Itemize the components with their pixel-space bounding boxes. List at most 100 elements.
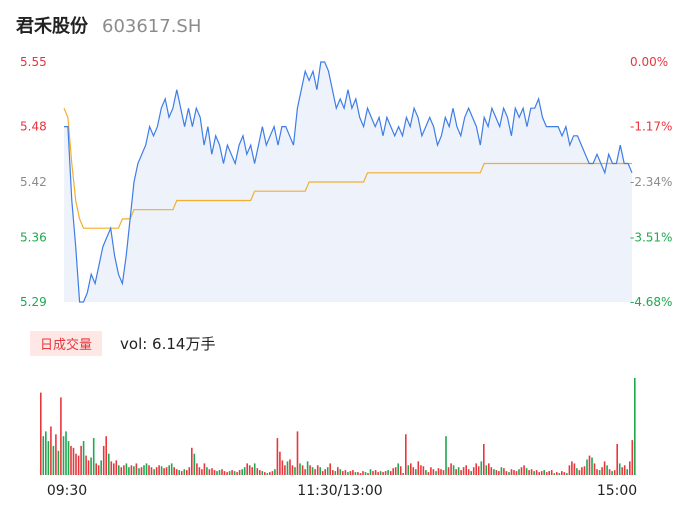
volume-bar <box>510 469 513 475</box>
volume-bar <box>241 469 243 475</box>
volume-bar <box>452 465 455 475</box>
volume-bar <box>528 470 530 475</box>
volume-bar <box>545 472 548 475</box>
volume-bar <box>472 467 475 475</box>
volume-bar <box>342 471 344 475</box>
volume-bar <box>445 436 447 475</box>
volume-bar <box>198 467 201 475</box>
pct-tick-label: -4.68% <box>630 295 672 309</box>
volume-bar <box>208 469 211 475</box>
volume-bar <box>72 447 75 475</box>
volume-bar <box>467 469 470 475</box>
volume-bar <box>251 467 253 475</box>
volume-bar <box>389 471 392 475</box>
volume-bar <box>248 465 251 475</box>
volume-bar <box>206 467 208 475</box>
volume-bar <box>90 457 92 475</box>
volume-bar <box>191 447 193 475</box>
volume-bar <box>60 397 62 475</box>
volume-bar <box>568 465 571 475</box>
volume-bar <box>533 471 535 475</box>
volume-bar <box>608 469 611 475</box>
volume-bar <box>92 438 95 475</box>
volume-bar <box>357 472 359 475</box>
time-axis: 09:30 11:30/13:00 15:00 <box>47 483 637 499</box>
volume-bar <box>535 470 538 475</box>
volume-bar <box>123 465 125 475</box>
volume-bar <box>387 470 389 475</box>
volume-bar <box>493 469 495 475</box>
volume-bar <box>160 466 163 475</box>
volume-bar <box>447 467 450 475</box>
volume-bar <box>515 471 518 475</box>
volume-bar <box>513 470 515 475</box>
volume-bar <box>118 465 120 475</box>
volume-bar <box>40 392 42 476</box>
volume-bar <box>289 459 291 475</box>
volume-bar <box>226 472 228 475</box>
volume-bar <box>354 472 357 475</box>
volume-panel <box>40 378 636 476</box>
volume-bar <box>631 440 634 475</box>
volume-bar <box>372 471 374 475</box>
volume-bar <box>349 471 352 475</box>
volume-bar <box>301 465 304 475</box>
pct-tick-label: -1.17% <box>630 120 672 134</box>
volume-bar <box>352 470 354 475</box>
volume-bar <box>427 472 430 475</box>
volume-bar <box>407 465 410 475</box>
volume-bar <box>425 470 427 475</box>
volume-bar <box>374 470 377 475</box>
volume-bar <box>180 471 183 475</box>
volume-bar <box>231 470 233 475</box>
volume-bar <box>77 455 80 475</box>
volume-bar <box>216 471 218 475</box>
price-tick-label: 5.48 <box>20 120 47 134</box>
volume-bar <box>520 467 523 475</box>
volume-bar <box>525 468 528 475</box>
volume-bar <box>548 471 550 475</box>
volume-bar <box>203 463 206 475</box>
volume-bar <box>462 467 465 475</box>
volume-bar <box>133 466 135 475</box>
volume-bar <box>523 465 525 475</box>
volume-bar <box>561 471 563 475</box>
volume-bar <box>143 465 145 475</box>
volume-label: vol: 6.14万手 <box>120 334 216 353</box>
avg-price-line <box>63 107 632 229</box>
volume-bar <box>70 445 72 475</box>
volume-bar <box>113 463 115 475</box>
volume-bar <box>271 471 274 475</box>
volume-bar <box>173 467 175 475</box>
volume-bar <box>364 472 367 475</box>
volume-bar <box>367 473 369 475</box>
volume-bar <box>420 465 422 475</box>
volume-bar <box>188 467 191 475</box>
volume-bar <box>266 473 269 475</box>
volume-bar <box>296 431 299 475</box>
volume-bar <box>52 445 55 475</box>
volume-bar <box>332 470 334 475</box>
volume-bar <box>261 471 264 475</box>
volume-bar <box>344 470 347 475</box>
volume-bar <box>483 444 485 475</box>
volume-bar <box>170 463 173 475</box>
volume-bar <box>508 472 510 475</box>
volume-bar <box>475 463 477 475</box>
volume-bar <box>598 470 601 475</box>
volume-bar <box>606 465 608 475</box>
volume-bar <box>470 471 472 475</box>
volume-bar <box>299 463 301 475</box>
volume-bar <box>120 467 123 475</box>
volume-bar <box>311 467 314 475</box>
volume-bar <box>294 467 296 475</box>
volume-bar <box>369 469 372 475</box>
pct-tick-label: 0.00% <box>630 55 668 69</box>
volume-bar <box>125 463 128 475</box>
volume-bar <box>65 431 67 475</box>
volume-bar <box>155 467 158 475</box>
volume-bar <box>319 467 321 475</box>
volume-bar <box>243 467 246 475</box>
price-tick-label: 5.29 <box>20 295 47 309</box>
volume-badge[interactable]: 日成交量 <box>30 330 103 356</box>
